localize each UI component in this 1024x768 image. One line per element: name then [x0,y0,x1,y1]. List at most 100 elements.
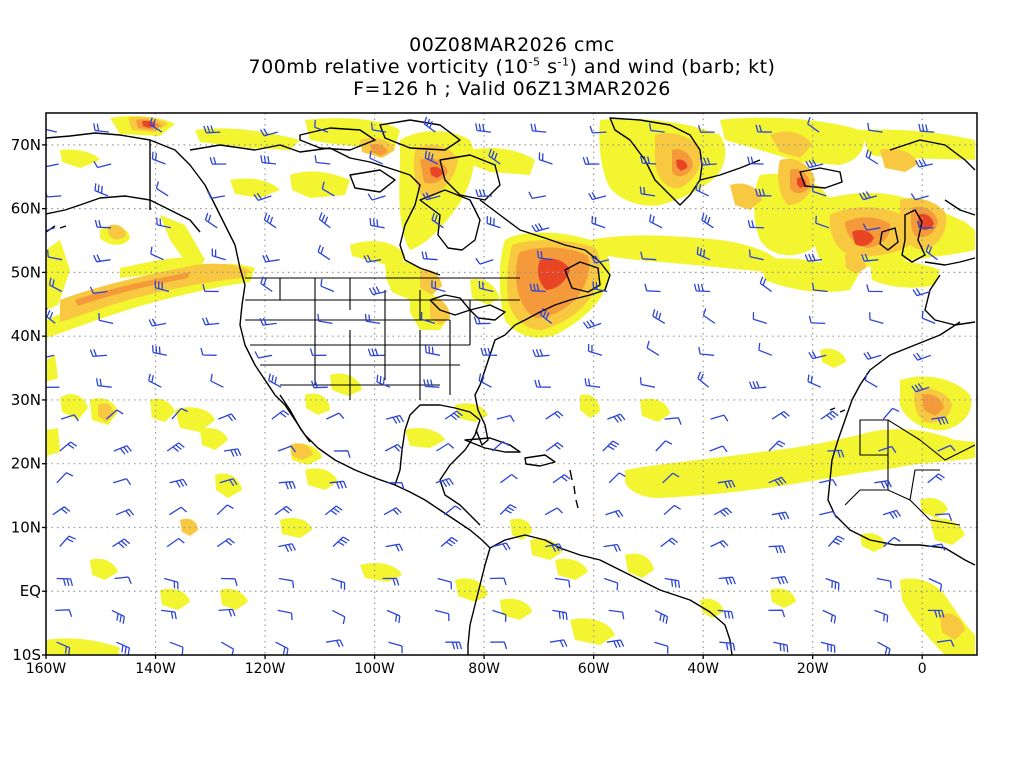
wind-barb [114,576,132,584]
wind-barb [910,193,929,201]
wind-barb [56,577,74,587]
wind-barb [486,216,501,229]
wind-barb [496,414,515,423]
wind-barb [200,347,217,356]
wind-barb [473,316,491,325]
wind-barb [202,284,219,293]
wind-barb [492,609,507,622]
wind-barb [209,156,227,165]
coast-alaska-south [46,195,201,233]
coast-iceland [799,167,843,189]
lon-label: 0 [918,661,927,677]
coast-newfoundland [564,261,601,293]
wind-barb [223,448,242,457]
wind-barb [912,288,931,297]
wind-barb [422,192,441,201]
lon-label: 140W [135,661,176,677]
wind-barb [382,577,400,586]
wind-barb [827,535,845,548]
lat-label: 10S [12,646,41,664]
us-state-borders [245,277,520,400]
wind-barb [435,477,454,488]
wind-barb [490,641,508,650]
wind-barb [376,374,391,388]
wind-barb [314,119,329,133]
wind-barb [259,128,278,137]
wind-barb [369,218,385,229]
wind-barb [916,220,934,229]
coast-greenland [609,117,703,206]
lat-label: 20N [11,455,41,473]
wind-barb [420,311,436,325]
wind-barb [534,379,551,388]
wind-barb [861,253,879,262]
wind-barb [333,450,351,458]
wind-barb [55,609,73,618]
wind-barb [216,504,234,516]
wind-barb [640,155,657,165]
wind-barb [218,413,237,422]
wind-barb [931,416,949,425]
wind-barb [207,191,226,199]
wind-barb [748,249,764,261]
wind-barb [602,440,620,452]
vorticity-shading-max [142,120,934,290]
wind-barb [815,215,830,229]
wind-barb [747,220,765,229]
us-great-lakes [429,294,506,321]
wind-barb [277,609,293,621]
wind-barb [539,307,553,324]
wind-barb [808,351,827,360]
wind-barb [320,278,335,293]
wind-barb [747,156,764,165]
wind-barb [592,281,608,293]
wind-barb [262,254,280,263]
title-exponent-1: -5 [528,55,541,69]
map-background [46,113,977,655]
wind-barb [588,191,607,201]
wind-barb [820,641,836,653]
wind-barb [582,156,600,165]
wind-barb [530,123,547,133]
lon-label: 80W [468,661,500,677]
wind-barb [314,155,331,165]
wind-barb [718,576,736,585]
wind-barb [662,472,680,484]
lon-label: 160W [26,661,67,677]
wind-barb [431,212,444,229]
wind-barb [263,212,277,229]
wind-barb [804,253,823,262]
wind-barb [549,639,568,648]
wind-barb [859,191,878,201]
wind-barb [331,577,346,590]
wind-barb [882,509,902,519]
wind-barb [46,128,57,133]
wind-barb [421,251,438,261]
coast-us-east [474,324,516,446]
wind-barb [201,317,220,326]
wind-barb [112,538,131,549]
wind-barb [664,417,682,425]
wind-barb [807,374,822,388]
wind-barb [113,445,132,455]
wind-barb [531,223,550,233]
wind-barb [606,639,625,648]
wind-barb [699,157,717,166]
wind-barb [693,283,711,293]
title-exponent-2: -1 [557,55,570,69]
wind-barb [440,536,459,548]
wind-barb [318,212,331,229]
wind-barb [648,123,665,133]
map-frame [45,112,978,656]
wind-barb [369,150,383,165]
wind-barb [664,577,681,588]
wind-barb [545,410,564,420]
wind-barb [46,354,55,358]
wind-barb [591,255,610,264]
wind-barb [874,479,892,489]
wind-barb [876,577,892,589]
wind-barb [582,319,602,329]
wind-barb [203,125,221,134]
wind-barb [807,116,820,133]
coast-scandinavia [889,139,976,216]
